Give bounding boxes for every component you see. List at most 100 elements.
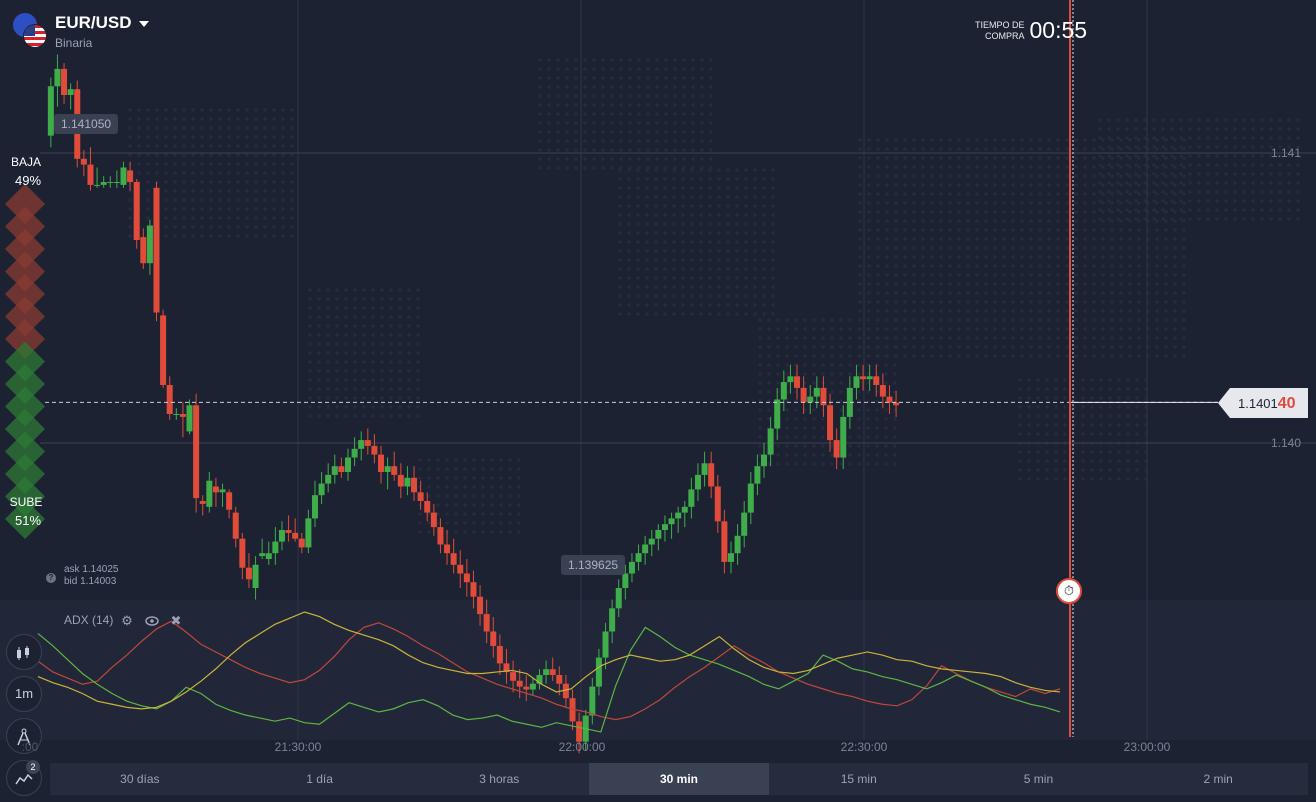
candle	[840, 416, 847, 458]
candle	[807, 396, 814, 403]
period-30-min[interactable]: 30 min	[589, 763, 769, 795]
candle	[477, 596, 484, 615]
candle	[688, 489, 695, 507]
asset-name[interactable]: EUR/USD	[55, 13, 149, 33]
sentiment-up-marker	[5, 364, 45, 404]
candle	[886, 396, 893, 403]
candle	[549, 669, 556, 675]
sentiment-up-marker	[5, 454, 45, 494]
candle	[879, 385, 886, 397]
candle	[107, 182, 114, 183]
chart-type-button[interactable]	[6, 634, 42, 670]
indicator-icon	[15, 773, 33, 784]
candle	[595, 657, 602, 687]
candle	[331, 466, 338, 475]
period-2-min[interactable]: 2 min	[1203, 772, 1233, 786]
sentiment-up-marker	[5, 386, 45, 427]
indicator-panel	[0, 600, 1316, 740]
candle	[761, 454, 768, 467]
candle	[94, 184, 101, 186]
candle	[846, 387, 853, 417]
candle	[437, 527, 444, 545]
current-price-highlight: 40	[1277, 395, 1296, 412]
help-icon[interactable]: ?	[46, 573, 56, 583]
timer-label: TIEMPO DE COMPRA	[975, 20, 1025, 42]
candle	[186, 405, 193, 432]
candle	[516, 680, 523, 687]
candle	[384, 466, 391, 472]
candle	[734, 535, 741, 554]
sentiment-down-pct: 49%	[14, 173, 42, 188]
candle	[120, 167, 127, 185]
candle	[252, 564, 259, 588]
candle	[774, 399, 781, 429]
candle	[787, 376, 794, 383]
sentiment-up-marker	[5, 341, 45, 382]
candle	[278, 530, 285, 542]
candle	[311, 495, 318, 519]
candle	[364, 440, 371, 446]
sentiment-up-pct: 51%	[14, 513, 42, 528]
candle	[463, 573, 470, 583]
candle	[226, 492, 233, 510]
candle	[391, 466, 398, 475]
candle	[708, 463, 715, 487]
candle	[609, 608, 616, 632]
candles-icon	[17, 645, 29, 660]
candle	[404, 477, 411, 487]
compass-icon	[17, 728, 31, 745]
ask-price: ask 1.14025	[64, 564, 119, 575]
candle	[747, 483, 754, 513]
drawing-tools-button[interactable]	[6, 718, 42, 754]
candle	[411, 477, 418, 493]
candle	[642, 544, 649, 554]
candle	[318, 483, 325, 496]
candle	[503, 663, 510, 673]
period-3-hours[interactable]: 3 horas	[479, 772, 520, 786]
candle	[668, 518, 675, 525]
candle	[833, 440, 840, 458]
interval-button[interactable]: 1m	[6, 676, 42, 712]
quote-info: ask 1.14025 bid 1.14003	[64, 564, 119, 588]
candle	[490, 631, 497, 646]
period-15-min[interactable]: 15 min	[840, 772, 877, 786]
candle	[450, 553, 457, 565]
candle	[576, 721, 583, 742]
candle	[701, 463, 708, 475]
stopwatch-icon[interactable]: ⏱	[1056, 578, 1082, 604]
candle	[133, 182, 140, 240]
candle	[67, 89, 74, 95]
candle	[873, 376, 880, 385]
candle	[54, 68, 61, 87]
candle	[193, 405, 200, 499]
chevron-down-icon[interactable]	[138, 20, 149, 27]
indicator-title: ADX (14)	[64, 613, 114, 627]
candle	[457, 564, 464, 574]
candle	[496, 646, 503, 664]
sentiment-down-marker	[5, 229, 45, 269]
period-1-day[interactable]: 1 día	[306, 772, 333, 786]
us-flag-icon	[23, 24, 47, 48]
period-30-days[interactable]: 30 días	[120, 772, 160, 786]
candle	[694, 474, 701, 490]
purchase-timer: TIEMPO DE COMPRA 00:55	[975, 17, 1087, 44]
candle	[199, 501, 206, 504]
candle	[470, 582, 477, 597]
candle	[265, 553, 272, 559]
sentiment-down-marker	[5, 296, 45, 337]
current-price-tag-shape	[1218, 388, 1308, 418]
candle	[146, 225, 153, 264]
eye-icon[interactable]	[145, 614, 159, 628]
asset-type: Binaria	[55, 36, 93, 50]
asset-selector[interactable]: EUR/USD	[12, 12, 149, 48]
period-5-min[interactable]: 5 min	[1023, 772, 1054, 786]
sentiment-up-marker	[5, 499, 45, 539]
candle	[100, 182, 107, 185]
close-icon[interactable]: ✖	[170, 613, 182, 628]
candle	[417, 492, 424, 501]
gear-icon[interactable]: ⚙	[121, 613, 133, 628]
candle	[754, 466, 761, 484]
candle	[344, 457, 351, 472]
candle	[714, 486, 721, 522]
